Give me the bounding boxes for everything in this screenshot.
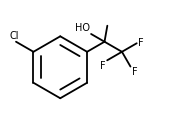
Text: HO: HO: [75, 23, 90, 33]
Text: F: F: [132, 67, 138, 77]
Text: F: F: [100, 61, 106, 71]
Text: F: F: [138, 38, 144, 48]
Text: Cl: Cl: [10, 31, 19, 41]
